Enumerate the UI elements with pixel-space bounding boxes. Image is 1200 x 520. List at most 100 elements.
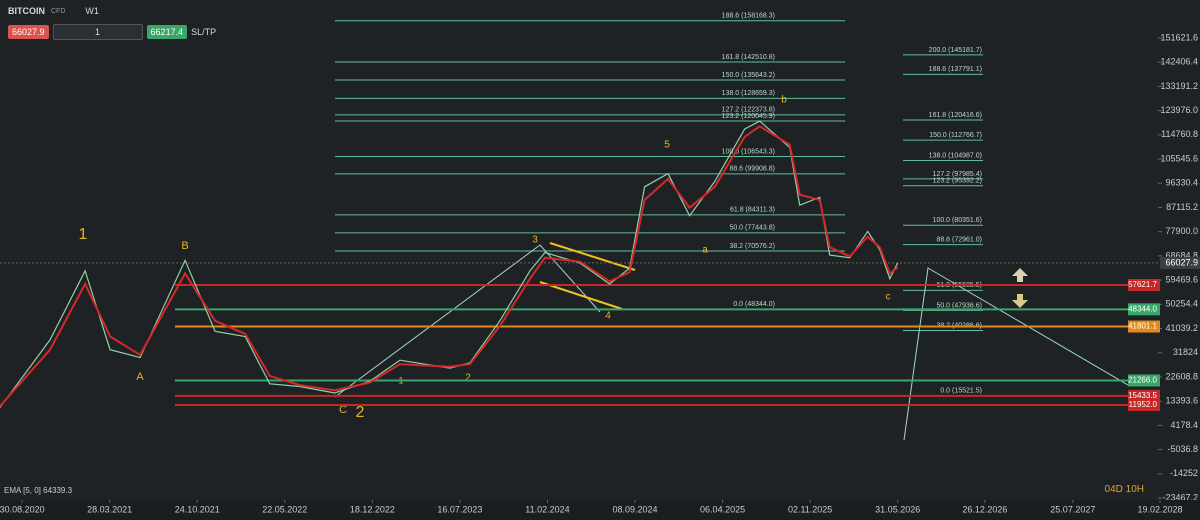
wave-label: 1 [79, 226, 88, 243]
price-level-label: 57621.7 [1128, 280, 1157, 289]
y-tick-label: 105545.6 [1160, 153, 1198, 163]
fib-label: 88.6 (72961.0) [936, 237, 982, 244]
fib-label: 38.2 (70576.2) [729, 243, 775, 250]
y-tick-label: -5036.8 [1167, 444, 1198, 454]
y-tick-label: 4178.4 [1170, 420, 1198, 430]
x-tick-label: 02.11.2025 [788, 504, 832, 514]
wedge-line [539, 281, 623, 310]
y-tick-label: 68684.8 [1165, 250, 1198, 260]
fib-label: 100.0 (106543.3) [722, 148, 775, 155]
fib-label: 123.2 (120045.9) [722, 113, 775, 120]
fib-label: 0.0 (48344.0) [733, 301, 775, 308]
fib-label: 138.0 (104987.0) [929, 152, 982, 159]
last-price-tag [1160, 256, 1200, 269]
y-tick-label: 59469.6 [1165, 274, 1198, 284]
x-tick-label: 18.12.2022 [350, 504, 395, 514]
fib-label: 188.6 (137791.1) [929, 66, 982, 73]
price-level-label: 11952.0 [1129, 400, 1158, 409]
wedge-line [549, 242, 636, 271]
x-tick-label: 22.05.2022 [262, 504, 307, 514]
price-level-tag [1128, 374, 1160, 387]
fib-label: 0.0 (15521.5) [940, 387, 982, 394]
y-tick-label: 87115.2 [1166, 202, 1198, 212]
wave-label: C [339, 404, 347, 416]
price-level-tag [1128, 389, 1160, 402]
y-tick-label: 142406.4 [1160, 57, 1198, 67]
order-bar: 66027.9 1 66217.4 SL/TP [8, 24, 216, 40]
fib-label: 50.0 (77443.8) [729, 225, 775, 232]
toolbar: BITCOIN CFD W1 [8, 6, 99, 16]
y-tick-label: 151621.6 [1160, 32, 1198, 42]
fib-label: 88.6 (99908.8) [729, 166, 775, 173]
arrow-up-icon [1012, 268, 1028, 282]
fib-label: 150.0 (135643.2) [722, 72, 775, 79]
price-level-tag [1128, 303, 1160, 316]
x-tick-label: 08.09.2024 [613, 504, 658, 514]
wave-label: 3 [532, 235, 538, 246]
x-tick-label: 30.08.2020 [0, 504, 45, 514]
symbol-type: CFD [51, 7, 66, 15]
y-tick-label: 31824 [1173, 347, 1198, 357]
fib-label: 200.0 (145181.7) [929, 47, 982, 54]
symbol[interactable]: BITCOIN [8, 6, 45, 16]
price-level-label: 48344.0 [1128, 304, 1157, 313]
y-tick-label: 96330.4 [1165, 178, 1198, 188]
y-tick-label: 133191.2 [1160, 81, 1198, 91]
buy-price[interactable]: 66217.4 [146, 25, 188, 39]
fib-label: 188.6 (158168.3) [722, 13, 775, 20]
wave-label: c [886, 292, 891, 303]
y-tick-label: -14252 [1170, 468, 1198, 478]
fib-label: 100.0 (80351.6) [933, 217, 982, 224]
fib-label: 123.2 (95392.2) [933, 178, 982, 185]
trend-line [903, 267, 1129, 441]
y-tick-label: 77900.0 [1165, 226, 1198, 236]
fib-label: 161.8 (120416.6) [929, 112, 982, 119]
y-tick-label: 13393.6 [1165, 396, 1198, 406]
sell-price[interactable]: 66027.9 [8, 25, 49, 39]
x-tick-label: 06.04.2025 [700, 504, 745, 514]
volume-input[interactable]: 1 [52, 24, 143, 40]
wave-label: b [781, 95, 787, 106]
wave-label: B [181, 240, 188, 252]
wave-label: 4 [605, 311, 611, 322]
x-tick-label: 24.10.2021 [175, 504, 220, 514]
x-tick-label: 25.07.2027 [1050, 504, 1095, 514]
y-tick-label: 114760.8 [1161, 129, 1198, 139]
y-tick-label: 123976.0 [1160, 105, 1198, 115]
fib-label: 127.2 (97985.4) [933, 171, 982, 178]
x-tick-label: 16.07.2023 [437, 504, 482, 514]
wave-label: 5 [664, 140, 670, 151]
last-price-label: 66027.9 [1165, 257, 1198, 267]
ema-line [0, 125, 899, 407]
wave-label: 2 [356, 404, 365, 421]
y-tick-label: 50254.4 [1165, 299, 1198, 309]
price-level-label: 15433.5 [1128, 391, 1157, 400]
wave-label: A [136, 371, 144, 383]
price-level-tag [1128, 398, 1160, 411]
timeframe[interactable]: W1 [85, 6, 99, 16]
sltp-button[interactable]: SL/TP [191, 27, 217, 37]
fib-label: 161.8 (142510.8) [722, 54, 775, 61]
arrow-down-icon [1012, 294, 1028, 308]
x-tick-label: 26.12.2026 [962, 504, 1007, 514]
indicator-legend: EMA [5, 0] 64339.3 [4, 486, 73, 495]
price-level-label: 21266.0 [1128, 376, 1157, 385]
y-tick-label: 41039.2 [1165, 323, 1198, 333]
price-level-tag [1128, 278, 1160, 291]
x-tick-label: 28.03.2021 [87, 504, 132, 514]
price-level-label: 41801.1 [1128, 322, 1157, 331]
y-tick-label: 22608.8 [1165, 371, 1198, 381]
fib-label: 50.0 (47936.6) [936, 302, 982, 309]
wave-label: 2 [465, 373, 471, 384]
fib-label: 138.0 (128659.3) [722, 90, 775, 97]
fib-label: 127.2 (122373.8) [722, 107, 775, 114]
y-tick-label: -23467.2 [1162, 492, 1198, 502]
trend-line [334, 244, 601, 398]
price-level-tag [1128, 320, 1160, 333]
x-tick-label: 11.02.2024 [525, 504, 569, 514]
fib-label: 61.8 (84311.3) [730, 207, 775, 214]
x-tick-label: 19.02.2028 [1137, 504, 1182, 514]
